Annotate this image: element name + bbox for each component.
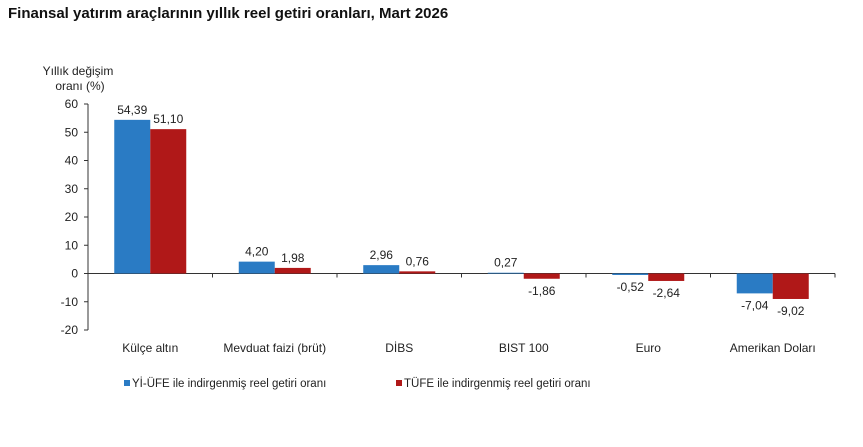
bar-yi-ufe (238, 261, 275, 274)
data-label: 54,39 (117, 103, 147, 117)
data-label: -1,86 (528, 284, 556, 298)
bar-yi-ufe (612, 273, 649, 275)
x-tick-label: Euro (636, 341, 662, 355)
legend-label: Yİ-ÜFE ile indirgenmiş reel getiri oranı (132, 377, 326, 390)
bar-tufe (523, 273, 560, 279)
y-tick-label: 40 (65, 154, 79, 168)
x-tick-label: Amerikan Doları (730, 341, 816, 355)
y-axis-label-line2: oranı (%) (55, 79, 104, 93)
x-tick-label: Mevduat faizi (brüt) (223, 341, 326, 355)
data-label: -2,64 (653, 286, 681, 300)
data-label: 2,96 (370, 248, 394, 262)
y-tick-label: 20 (65, 210, 79, 224)
bar-tufe (648, 273, 685, 281)
data-label: -0,52 (617, 280, 645, 294)
y-tick-label: 10 (65, 238, 79, 252)
data-label: 51,10 (153, 112, 183, 126)
y-tick-label: -10 (61, 295, 79, 309)
y-tick-label: 0 (71, 267, 78, 281)
data-label: 0,27 (494, 256, 518, 270)
y-tick-label: -20 (61, 323, 79, 337)
legend-label: TÜFE ile indirgenmiş reel getiri oranı (404, 378, 591, 390)
bar-tufe (399, 271, 436, 274)
x-tick-label: DİBS (385, 341, 413, 355)
data-label: 4,20 (245, 245, 269, 259)
bar-yi-ufe (114, 119, 151, 274)
bar-tufe (772, 273, 809, 299)
y-axis-label-line1: Yıllık değişim (43, 64, 114, 78)
bar-yi-ufe (736, 273, 773, 294)
bar-yi-ufe (487, 272, 524, 274)
x-tick-label: Külçe altın (122, 341, 178, 355)
bar-tufe (150, 129, 187, 274)
bar-yi-ufe (363, 265, 400, 274)
data-label: -9,02 (777, 304, 805, 318)
data-label: -7,04 (741, 298, 769, 312)
legend-swatch (124, 380, 130, 386)
data-label: 0,76 (406, 254, 430, 268)
y-tick-label: 30 (65, 182, 79, 196)
chart-title: Finansal yatırım araçlarının yıllık reel… (8, 5, 449, 22)
x-tick-label: BIST 100 (499, 341, 549, 355)
bar-tufe (274, 267, 311, 274)
data-label: 1,98 (281, 251, 305, 265)
y-tick-label: 50 (65, 125, 79, 139)
legend-swatch (396, 380, 402, 386)
y-tick-label: 60 (65, 97, 79, 111)
